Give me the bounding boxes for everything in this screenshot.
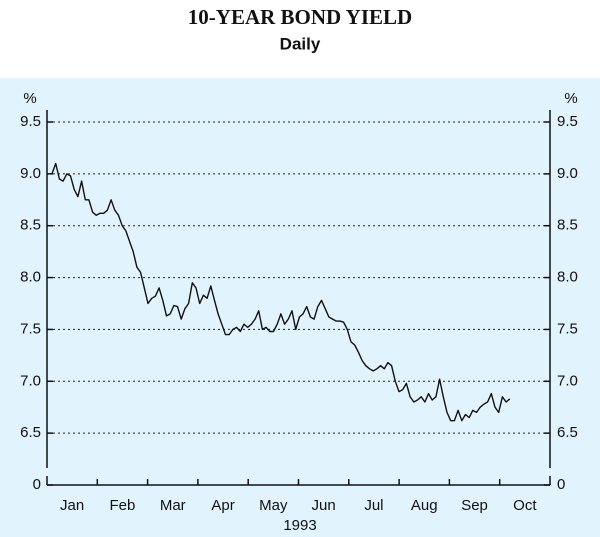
plot-background (0, 78, 600, 537)
y-tick-label: 9.0 (20, 165, 41, 182)
y-tick-label: 9.5 (20, 113, 41, 130)
y-tick-label: 8.0 (20, 269, 41, 286)
x-tick-label: Oct (513, 497, 537, 514)
x-tick-label: Jan (60, 497, 84, 514)
chart-subtitle: Daily (280, 34, 321, 53)
y-tick-label: 6.5 (20, 424, 41, 441)
y-tick-label: 7.5 (20, 320, 41, 337)
y2-tick-label: 8.0 (557, 269, 578, 286)
x-tick-label: Apr (211, 497, 234, 514)
x-tick-label: May (259, 497, 288, 514)
y2-tick-label: 9.5 (557, 113, 578, 130)
x-tick-label: Jul (364, 497, 383, 514)
y2-tick-label: 7.0 (557, 372, 578, 389)
y-unit: % (23, 90, 36, 107)
y2-tick-label: 8.5 (557, 217, 578, 234)
y2-tick-label: 9.0 (557, 165, 578, 182)
y2-unit: % (564, 90, 577, 107)
y-tick-label: 7.0 (20, 372, 41, 389)
x-tick-label: Jun (312, 497, 336, 514)
y-tick-label: 0 (33, 476, 41, 493)
y2-tick-label: 6.5 (557, 424, 578, 441)
x-axis-label: 1993 (283, 517, 316, 534)
x-tick-label: Sep (461, 497, 488, 514)
x-tick-label: Mar (160, 497, 186, 514)
chart-title: 10-YEAR BOND YIELD (188, 5, 412, 29)
line-series (51, 162, 511, 422)
x-tick-label: Feb (110, 497, 136, 514)
y2-tick-label: 0 (557, 476, 565, 493)
y2-tick-label: 7.5 (557, 320, 578, 337)
x-tick-label: Aug (411, 497, 438, 514)
y-tick-label: 8.5 (20, 217, 41, 234)
